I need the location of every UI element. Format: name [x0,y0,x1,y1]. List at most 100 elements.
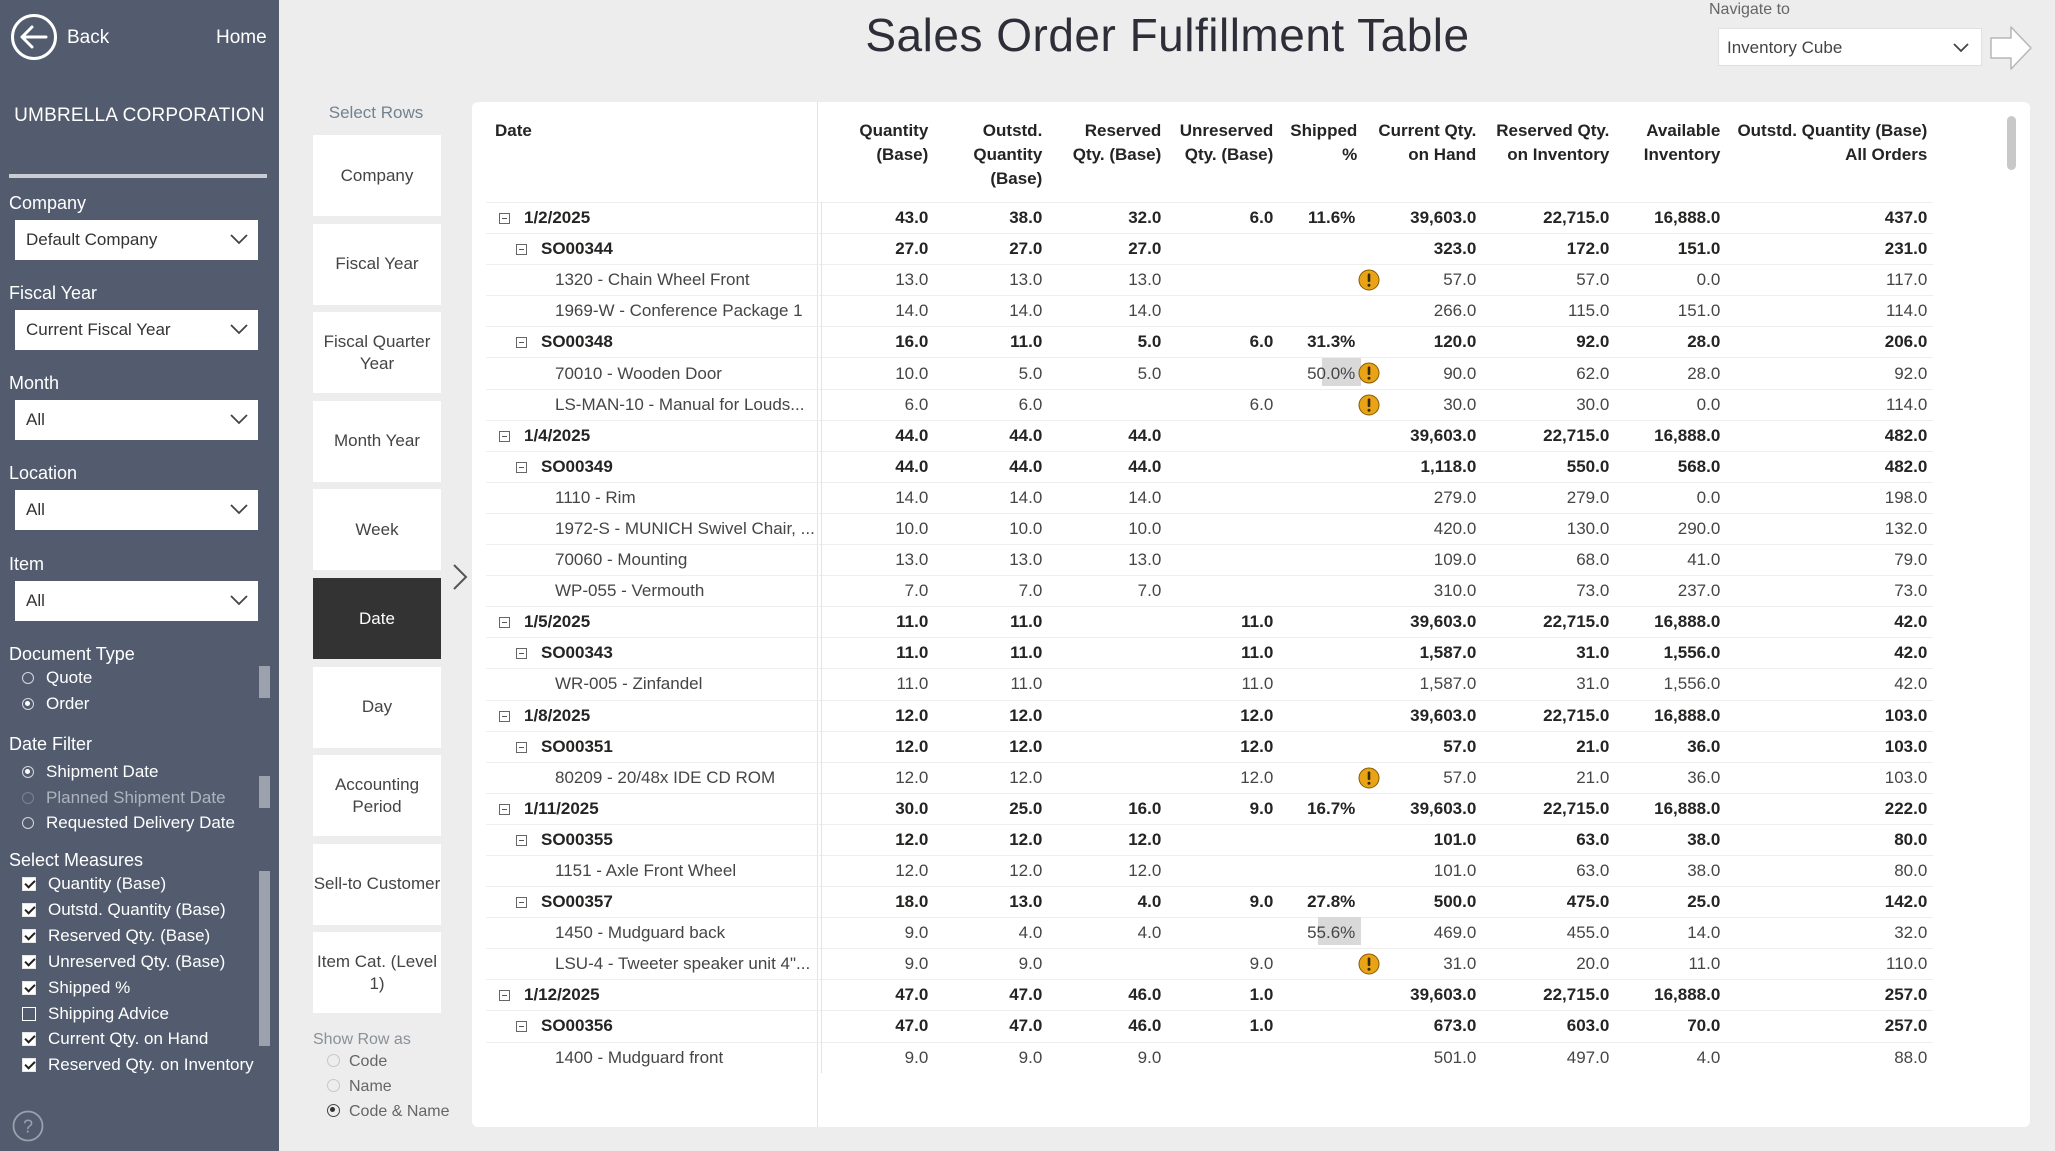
cell-reserved [1048,761,1168,794]
measure-checkbox-item[interactable]: Shipping Advice [22,1004,169,1024]
on-hand-value: 323.0 [1433,239,1477,259]
warning-icon[interactable] [1358,269,1380,291]
help-icon[interactable]: ? [12,1110,44,1142]
collapse-toggle-icon[interactable] [499,430,510,442]
collapse-toggle-icon[interactable] [516,648,527,660]
collapse-toggle-icon[interactable] [516,897,527,909]
order-group-row: SO00344 27.0 27.0 27.0 323.0 172.0 151.0 231.0 [486,233,1934,265]
measure-checkbox-item[interactable]: Quantity (Base) [22,874,166,894]
measure-label: Outstd. Quantity (Base) [48,899,226,919]
row-option-date[interactable]: Date [313,578,441,659]
month-dropdown[interactable]: All [15,400,258,440]
fiscal-year-dropdown[interactable]: Current Fiscal Year [15,310,258,350]
navigate-arrow-icon[interactable] [1989,24,2033,72]
row-label-cell: SO00356 [486,1010,822,1043]
fulfillment-table-card: Date Quantity (Base) Outstd. Quantity (B… [472,102,2030,1127]
collapse-toggle-icon[interactable] [516,337,527,349]
cell-reserved: 13.0 [1048,264,1168,296]
date-filter-requested-delivery-date[interactable]: Requested Delivery Date [22,813,235,833]
column-header-quantity[interactable]: Quantity (Base) [859,121,929,164]
column-header-unreserved[interactable]: Unreserved Qty. (Base) [1179,121,1274,164]
row-label: WP-055 - Vermouth [555,581,705,601]
date-filter-shipment-date[interactable]: Shipment Date [22,762,158,782]
row-option-label: Fiscal Quarter Year [323,331,431,373]
table-scrollbar[interactable] [2007,116,2016,170]
collapse-toggle-icon[interactable] [516,834,527,846]
document-type-quote[interactable]: Quote [22,668,92,688]
column-header-on-hand[interactable]: Current Qty. on Hand [1378,121,1477,164]
collapse-toggle-icon[interactable] [516,461,527,473]
on-hand-value: 109.0 [1433,550,1477,570]
row-option-accounting-period[interactable]: Accounting Period [313,755,441,837]
navigate-to-dropdown[interactable]: Inventory Cube [1718,28,1982,66]
sidebar-divider [9,174,267,178]
cell-reserved-inventory: 22,715.0 [1482,792,1616,825]
collapse-toggle-icon[interactable] [499,990,510,1002]
back-button-label[interactable]: Back [67,27,110,48]
collapse-toggle-icon[interactable] [499,710,510,722]
item-dropdown[interactable]: All [15,581,258,621]
date-filter-planned-shipment-date[interactable]: Planned Shipment Date [22,788,226,808]
row-option-month-year[interactable]: Month Year [313,400,441,482]
collapse-toggle-icon[interactable] [499,617,510,629]
warning-icon[interactable] [1358,767,1380,789]
row-label-cell: 70060 - Mounting [486,544,822,576]
home-button[interactable]: Home [216,27,267,48]
collapse-toggle-icon[interactable] [499,213,510,225]
on-hand-value: 101.0 [1433,829,1477,849]
row-option-fiscal-year[interactable]: Fiscal Year [313,223,441,305]
cell-unreserved: 12.0 [1167,699,1280,732]
warning-icon[interactable] [1358,394,1380,416]
show-row-as-name[interactable]: Name [327,1078,392,1096]
cell-quantity: 9.0 [821,917,935,949]
cell-available-inventory: 70.0 [1615,1010,1727,1043]
column-header-shipped-pct[interactable]: Shipped % [1290,121,1358,164]
collapse-toggle-icon[interactable] [516,741,527,753]
column-header-outstanding-all-orders[interactable]: Outstd. Quantity (Base) All Orders [1737,121,1928,164]
order-group-row: SO00351 12.0 12.0 12.0 57.0 21.0 36.0 103.0 [486,730,1934,763]
column-header-outstanding[interactable]: Outstd. Quantity (Base) [973,121,1043,188]
collapse-toggle-icon[interactable] [499,803,510,815]
row-label-cell: 1400 - Mudguard front [486,1041,822,1074]
chevron-right-icon[interactable] [451,562,469,592]
measure-checkbox-item[interactable]: Unreserved Qty. (Base) [22,952,225,972]
measure-checkbox-item[interactable]: Reserved Qty. (Base) [22,926,210,946]
cell-on-hand: 39,603.0 [1363,699,1483,732]
cell-reserved [1048,730,1168,763]
on-hand-value: 266.0 [1433,301,1477,321]
show-row-as-code[interactable]: Code [327,1053,387,1071]
document-type-label: Document Type [9,644,135,664]
cell-outstanding: 12.0 [934,699,1049,732]
document-type-scrollbar[interactable] [259,666,270,698]
row-option-item-cat-level-1[interactable]: Item Cat. (Level 1) [313,932,441,1014]
measures-scrollbar[interactable] [259,871,270,1046]
row-label: 70060 - Mounting [555,550,688,570]
row-option-company[interactable]: Company [313,135,441,216]
measure-checkbox-item[interactable]: Shipped % [22,978,130,998]
row-option-sell-to-customer[interactable]: Sell-to Customer [313,843,441,925]
collapse-toggle-icon[interactable] [516,244,527,256]
company-name-title: UMBRELLA CORPORATION [14,105,265,126]
column-header-reserved-inventory[interactable]: Reserved Qty. on Inventory [1496,121,1610,164]
cell-reserved-inventory: 130.0 [1482,512,1616,545]
measure-checkbox-item[interactable]: Outstd. Quantity (Base) [22,900,226,920]
column-header-reserved[interactable]: Reserved Qty. (Base) [1072,121,1162,164]
collapse-toggle-icon[interactable] [516,1021,527,1033]
row-option-fiscal-quarter-year[interactable]: Fiscal Quarter Year [313,312,441,394]
cell-quantity: 9.0 [821,1041,935,1074]
show-row-as-code-and-name[interactable]: Code & Name [327,1103,450,1121]
document-type-order[interactable]: Order [22,694,89,714]
back-arrow-icon[interactable] [10,13,58,61]
location-dropdown[interactable]: All [15,490,258,530]
warning-icon[interactable] [1358,953,1380,975]
row-label: 80209 - 20/48x IDE CD ROM [555,767,776,787]
company-dropdown[interactable]: Default Company [15,220,258,260]
column-header-available-inventory[interactable]: Available Inventory [1643,121,1721,164]
row-option-week[interactable]: Week [313,489,441,571]
column-header-date[interactable]: Date [495,121,532,140]
date-filter-scrollbar[interactable] [259,776,270,808]
warning-icon[interactable] [1358,362,1380,384]
row-option-day[interactable]: Day [313,666,441,748]
measure-checkbox-item[interactable]: Reserved Qty. on Inventory [22,1055,254,1075]
measure-checkbox-item[interactable]: Current Qty. on Hand [22,1029,208,1049]
